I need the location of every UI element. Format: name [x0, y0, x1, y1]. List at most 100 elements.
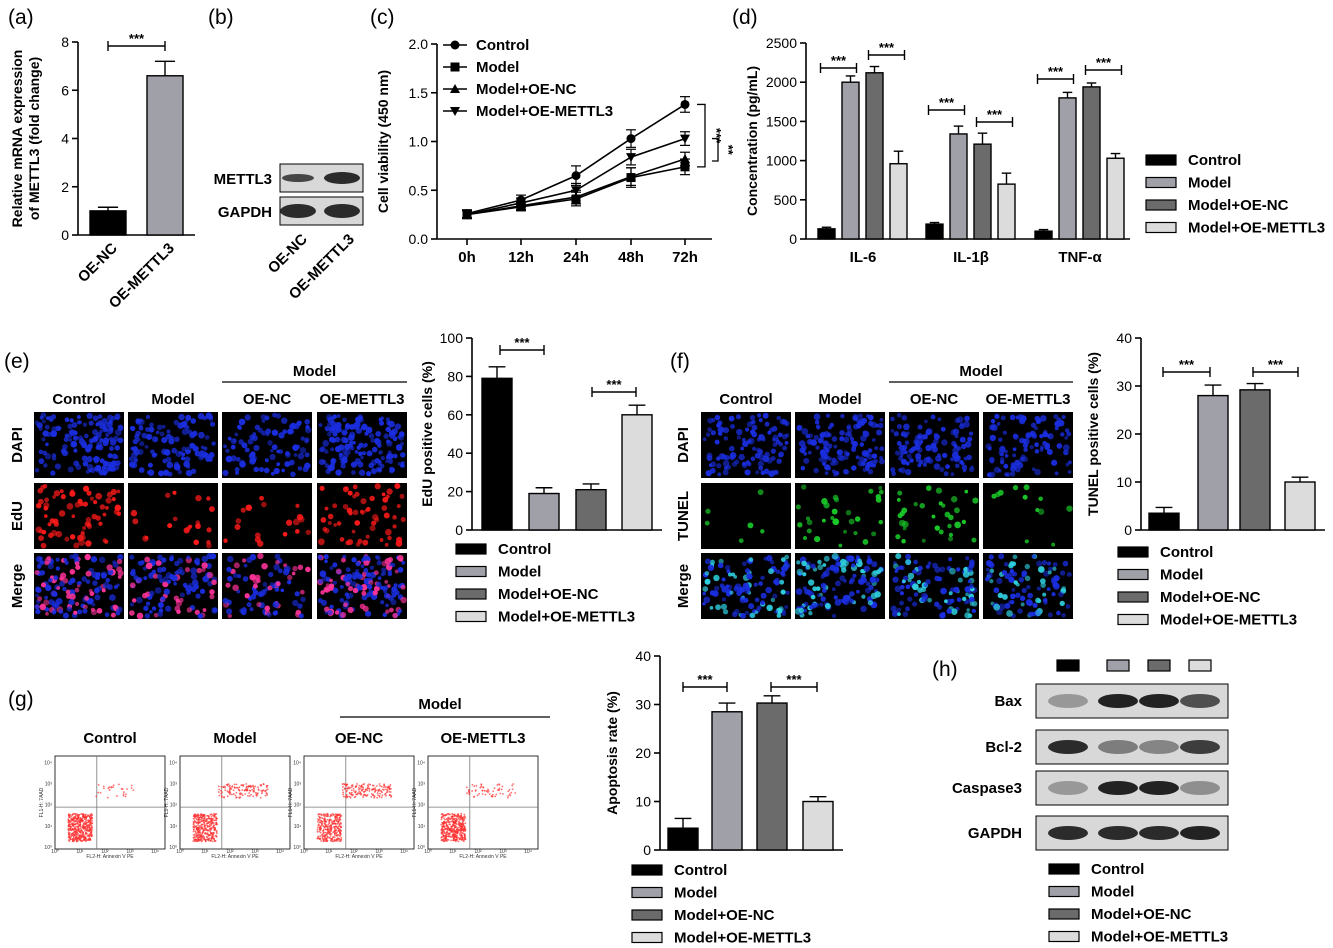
micro-e-image	[222, 483, 312, 549]
flow-g-event	[320, 819, 322, 822]
micro-f-cell	[1002, 594, 1008, 600]
micro-f-cell	[859, 456, 865, 462]
flow-g-event	[208, 820, 210, 823]
micro-f-cell	[760, 592, 767, 599]
flow-g-event	[341, 789, 344, 791]
micro-e-cell	[335, 421, 342, 429]
micro-e-cell	[383, 512, 390, 519]
micro-f-cell	[898, 519, 906, 527]
micro-f-cell	[966, 608, 970, 612]
micro-f-cell	[706, 455, 713, 462]
flow-g-event	[266, 793, 269, 796]
flow-g-event	[487, 788, 489, 791]
micro-e-cell	[105, 432, 110, 437]
micro-e-cell	[342, 503, 349, 510]
blot-h-1-band	[1098, 740, 1138, 754]
micro-e-cell	[297, 564, 304, 571]
flow-g-event	[375, 785, 378, 787]
flow-g-event	[130, 787, 133, 789]
flow-g-event	[372, 793, 375, 796]
micro-f-cell	[823, 570, 830, 577]
micro-f-cell	[1031, 554, 1036, 559]
flow-g-event	[207, 817, 210, 819]
micro-e-cell	[296, 420, 302, 427]
blot-h-legend-swatch	[1048, 863, 1080, 875]
flow-g-event	[233, 787, 236, 789]
micro-e-cell	[327, 422, 332, 427]
flow-g-event	[496, 784, 499, 786]
chart-a-y-tick-label: 8	[61, 34, 69, 50]
micro-e-cell	[75, 464, 82, 470]
micro-e-row-label: DAPI	[9, 427, 26, 463]
micro-f-cell	[820, 449, 826, 455]
flow-g-event	[321, 835, 324, 838]
micro-f-cell	[896, 423, 903, 430]
micro-e-cell	[319, 485, 325, 491]
flow-g-event	[321, 817, 324, 820]
micro-f-cell	[1047, 612, 1053, 618]
chart-c-y-tick-label: 0.0	[409, 231, 429, 247]
micro-f-cell	[1047, 433, 1054, 440]
micro-f-cell	[894, 585, 902, 593]
micro-e-cell	[278, 432, 285, 439]
micro-f-cell	[965, 592, 969, 597]
chart-g-legend-label: Control	[674, 862, 727, 879]
flow-g-x-tick-label: 10⁴	[524, 849, 532, 855]
flow-g-event	[324, 820, 327, 823]
micro-f-cell	[937, 417, 942, 422]
blot-b-lane-label: OE-NC	[265, 231, 311, 277]
micro-e-cell	[272, 610, 278, 616]
micro-e-cell	[400, 596, 407, 604]
micro-e-cell	[292, 565, 298, 572]
blot-b-label-mettl3: METTL3	[214, 171, 272, 188]
flow-g-event	[373, 795, 376, 798]
micro-e-cell	[206, 527, 212, 533]
flow-g-event	[72, 816, 75, 819]
micro-f-cell	[774, 577, 780, 583]
micro-e-cell	[107, 428, 114, 435]
micro-f-cell	[945, 464, 950, 470]
micro-e-cell	[385, 609, 390, 614]
micro-f-cell	[971, 537, 977, 543]
flow-g-event	[196, 838, 198, 840]
flow-g-event	[220, 795, 223, 798]
micro-e-cell	[68, 599, 75, 606]
micro-e-cell	[35, 608, 41, 615]
flow-g-event	[507, 794, 509, 797]
micro-e-cell	[58, 510, 66, 517]
micro-e-cell	[161, 448, 168, 455]
flow-g-event	[99, 791, 102, 794]
flow-g-event	[317, 835, 320, 838]
micro-f-cell	[878, 489, 884, 495]
micro-e-cell	[324, 527, 330, 534]
micro-f-cell	[731, 572, 736, 577]
micro-e-cell	[145, 601, 151, 606]
flow-g-event	[91, 834, 94, 837]
micro-e-cell	[86, 455, 93, 463]
flow-g-event	[204, 838, 207, 841]
chart-e-y-axis-label: EdU positive cells (%)	[419, 361, 435, 506]
flow-g-event	[345, 793, 348, 796]
flow-g-event	[79, 839, 82, 842]
micro-e-cell	[342, 486, 349, 493]
flow-g-event	[244, 793, 246, 795]
micro-f-cell	[1051, 542, 1056, 547]
micro-e-group-header: Model	[293, 363, 336, 380]
micro-e-cell	[62, 444, 68, 450]
flow-g-event	[251, 788, 253, 791]
micro-e-cell	[246, 602, 252, 608]
flow-g-event	[76, 818, 79, 821]
micro-f-cell	[849, 577, 855, 583]
chart-a-y-tick-label: 6	[61, 82, 69, 98]
flow-g-event	[342, 795, 345, 798]
micro-f-cell	[938, 501, 943, 506]
micro-e-cell	[394, 423, 402, 430]
chart-e-legend-swatch	[455, 588, 487, 600]
micro-f-cell	[782, 445, 788, 451]
micro-e-cell	[99, 429, 103, 434]
micro-f-image	[794, 552, 885, 619]
micro-e-cell	[375, 581, 382, 588]
chart-c-legend-label: Model+OE-NC	[476, 81, 577, 98]
flow-g-event	[212, 831, 215, 834]
micro-f-cell	[823, 454, 829, 460]
